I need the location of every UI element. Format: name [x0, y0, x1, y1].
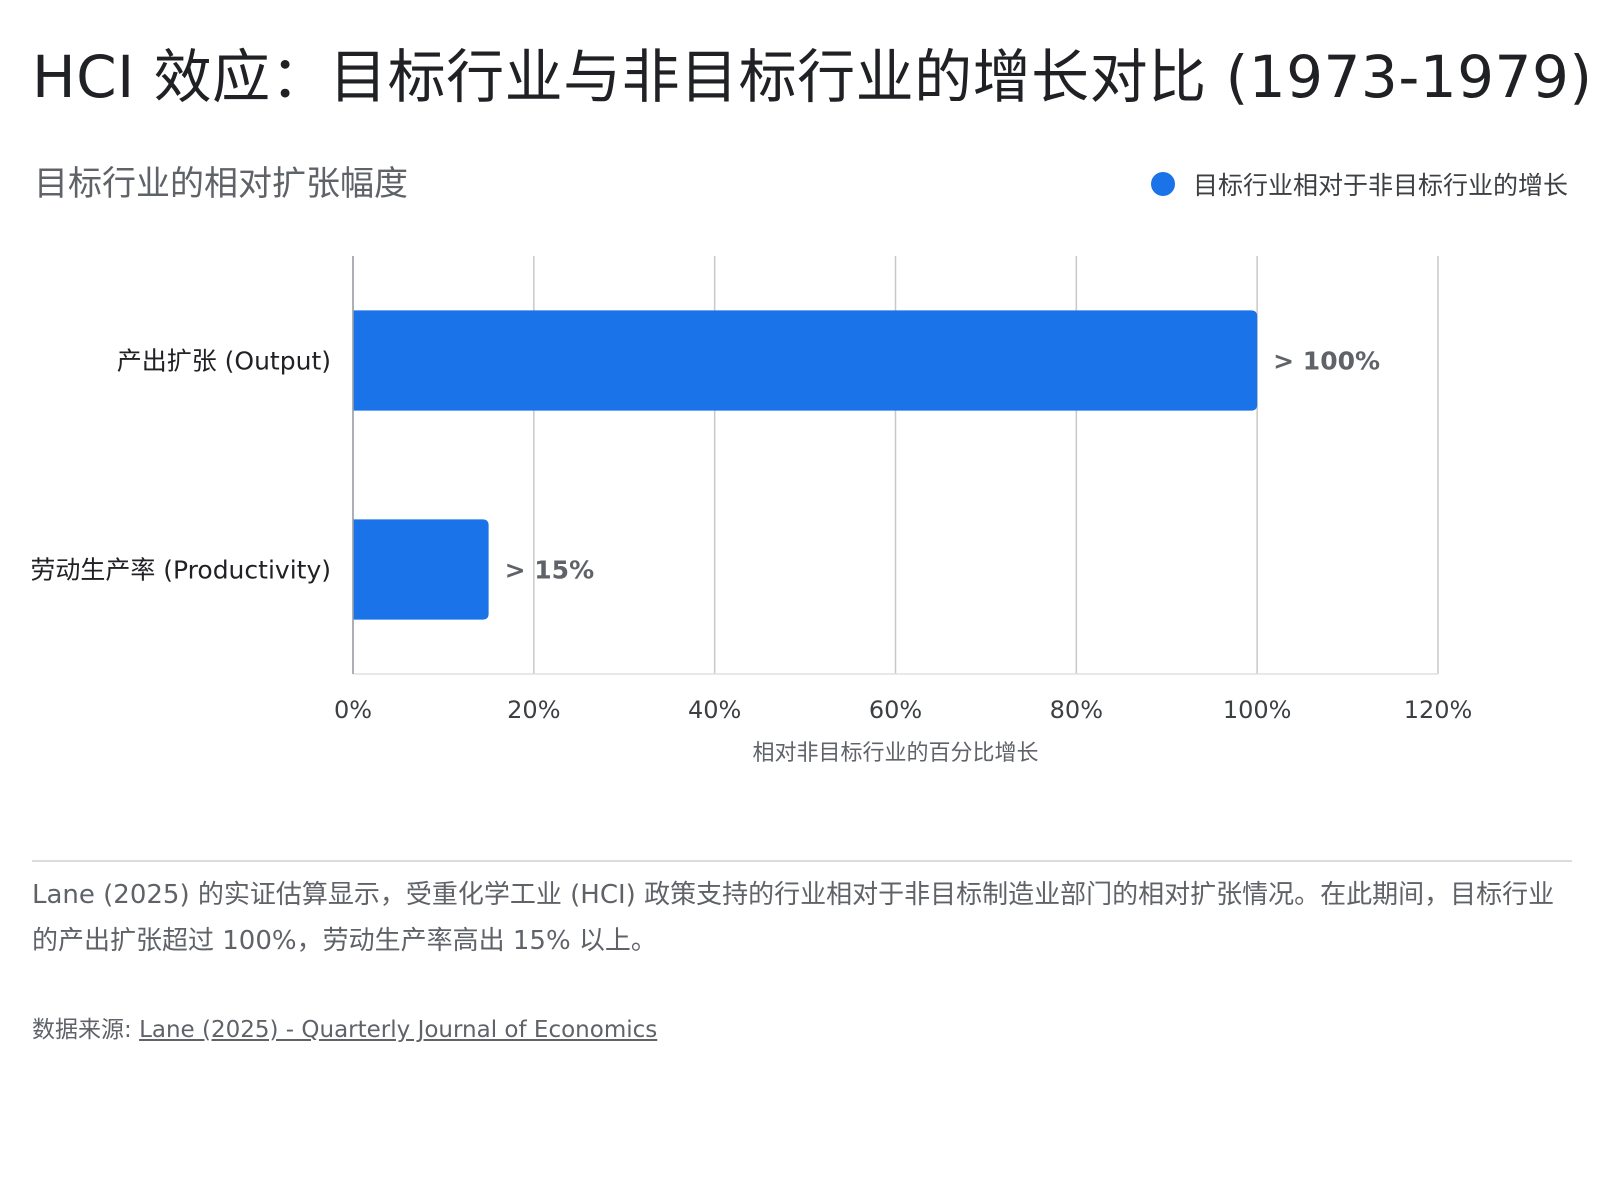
bar: [353, 310, 1258, 411]
source-label: 数据来源:: [32, 1017, 132, 1043]
chart-subtitle: 目标行业的相对扩张幅度: [34, 164, 408, 204]
y-category-label: 产出扩张 (Output): [117, 347, 331, 376]
data-label: > 15%: [505, 556, 595, 585]
legend-label: 目标行业相对于非目标行业的增长: [1192, 171, 1568, 200]
y-category-label: 劳动生产率 (Productivity): [32, 556, 331, 585]
x-tick-label: 120%: [1404, 696, 1473, 724]
source-line: 数据来源: Lane (2025) - Quarterly Journal of…: [32, 1010, 657, 1044]
chart-description: Lane (2025) 的实证估算显示，受重化学工业 (HCI) 政策支持的行业…: [32, 880, 1555, 956]
x-tick-label: 100%: [1223, 696, 1292, 724]
x-tick-label: 60%: [869, 696, 922, 724]
x-axis-title: 相对非目标行业的百分比增长: [752, 741, 1038, 766]
chart-card: 0% 20% 40% 60% 80% 100% 120% 产出扩张 (Output) > 100…: [32, 150, 1572, 810]
x-tick-label: 20%: [507, 696, 560, 724]
x-tick-label: 0%: [334, 696, 372, 724]
legend-swatch: [1150, 172, 1175, 196]
bar-chart: 0% 20% 40% 60% 80% 100% 120% 产出扩张 (Output) > 100…: [32, 256, 1473, 766]
x-tick-label: 40%: [688, 696, 741, 724]
x-tick-label: 80%: [1050, 696, 1103, 724]
source-link[interactable]: Lane (2025) - Quarterly Journal of Econo…: [139, 1017, 658, 1043]
chart-legend[interactable]: 目标行业相对于非目标行业的增长: [1150, 166, 1568, 202]
page-title: HCI 效应：目标行业与非目标行业的增长对比 (1973-1979): [32, 43, 1593, 111]
data-label: > 100%: [1273, 347, 1380, 376]
divider: [32, 860, 1572, 862]
bar: [353, 519, 489, 620]
